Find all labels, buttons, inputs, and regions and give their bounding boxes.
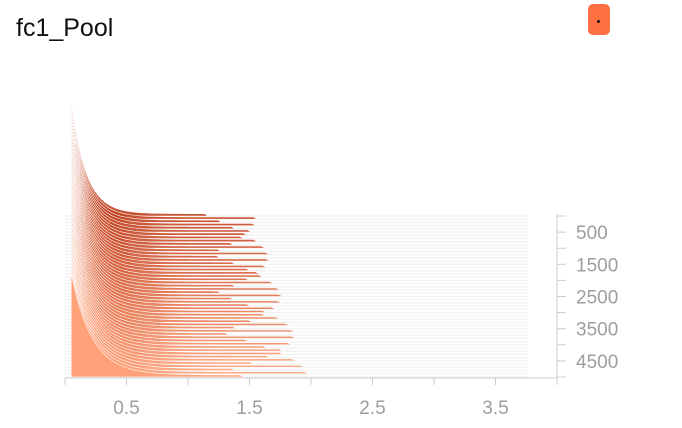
chart-title: fc1_Pool bbox=[16, 14, 114, 42]
histogram-ridge bbox=[70, 273, 245, 378]
x-tick-label: 0.5 bbox=[113, 398, 139, 419]
axes: 0.5 1.5 2.5 3.5 500 1500 2500 3500 4500 bbox=[64, 214, 618, 419]
menu-dot-icon bbox=[597, 20, 600, 23]
histogram-ridge bbox=[70, 104, 258, 220]
y-tick-label: 500 bbox=[576, 223, 608, 244]
x-tick-label: 1.5 bbox=[236, 398, 262, 419]
histogram-series bbox=[70, 100, 310, 378]
x-tick-label: 2.5 bbox=[359, 398, 385, 419]
chart-menu-button[interactable] bbox=[588, 4, 610, 35]
x-tick-label: 3.5 bbox=[482, 398, 508, 419]
y-tick-label: 1500 bbox=[576, 255, 618, 276]
y-tick-label: 3500 bbox=[576, 320, 618, 341]
y-tick-label: 4500 bbox=[576, 352, 618, 373]
y-tick-label: 2500 bbox=[576, 288, 618, 309]
